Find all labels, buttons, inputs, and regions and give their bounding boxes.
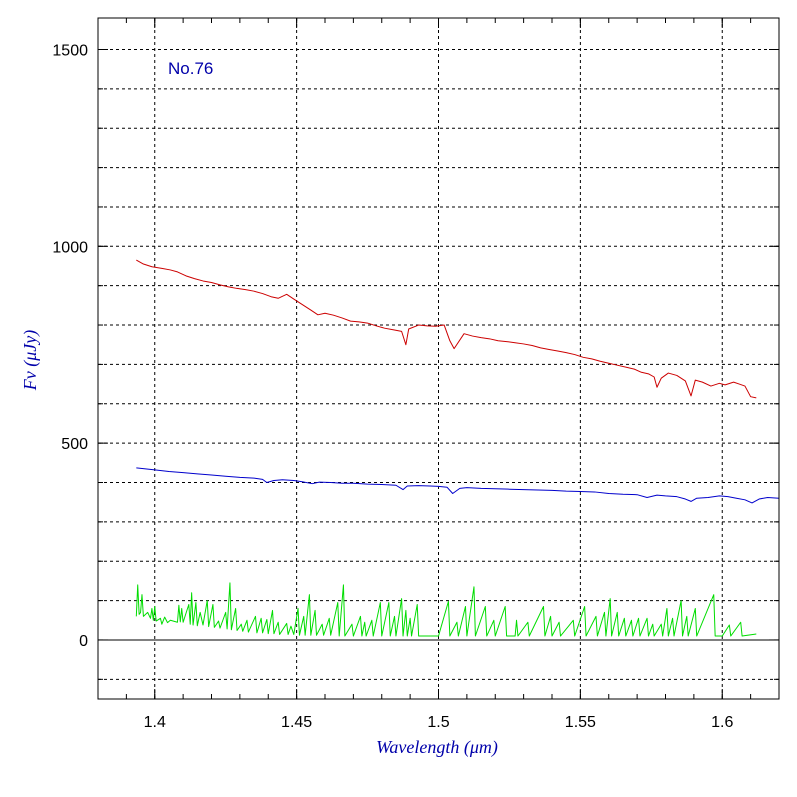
y-tick-label: 500 (61, 436, 88, 453)
x-tick-label: 1.6 (711, 714, 733, 731)
y-tick-label: 1500 (52, 42, 88, 59)
spectrum-series-3 (135, 582, 757, 637)
grid-layer (98, 18, 779, 699)
series-layer (135, 259, 780, 637)
x-tick-label: 1.45 (281, 714, 312, 731)
x-tick-label: 1.55 (565, 714, 596, 731)
y-axis-title: Fν (μJy) (20, 330, 41, 392)
y-tick-label: 0 (79, 633, 88, 650)
x-tick-label: 1.4 (144, 714, 166, 731)
y-tick-label: 1000 (52, 239, 88, 256)
spectrum-series-2 (136, 467, 780, 504)
tick-layer: 1.4 1.45 1.5 1.55 1.6 0 500 1000 1500 (52, 18, 780, 731)
x-tick-label: 1.5 (427, 714, 449, 731)
x-axis-title: Wavelength (μm) (376, 737, 498, 758)
spectrum-series-1 (136, 259, 757, 399)
annotation-label: No.76 (168, 59, 213, 78)
